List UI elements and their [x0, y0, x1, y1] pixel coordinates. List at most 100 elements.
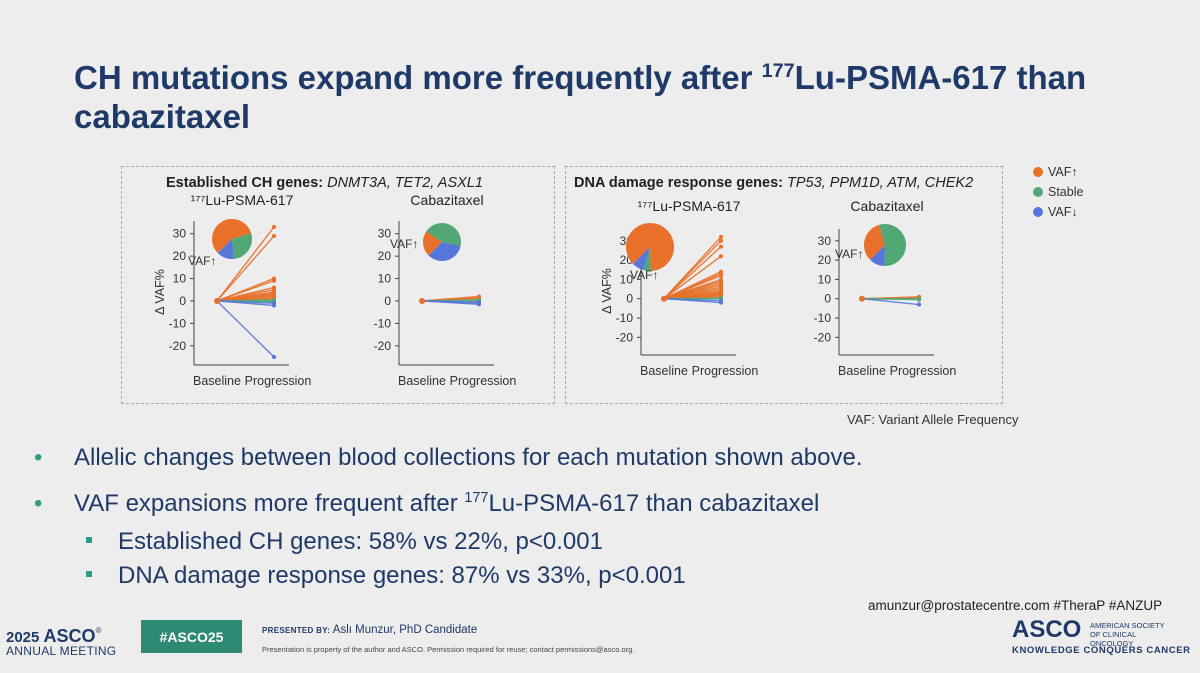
y-tick-label: -10 — [169, 316, 187, 330]
series-point-up — [719, 234, 723, 239]
pie-label: VAF↑ — [390, 237, 418, 251]
series-line-up — [663, 255, 722, 300]
pie-slice-vaf-down — [217, 239, 234, 259]
series-line-down — [861, 298, 920, 306]
asco-tagline: KNOWLEDGE CONQUERS CANCER — [1012, 645, 1191, 656]
hashtag-badge: #ASCO25 — [141, 620, 242, 653]
y-tick-label: 20 — [818, 253, 832, 267]
pie-slice-stable — [879, 224, 906, 266]
series-line-up — [216, 235, 275, 302]
pie-slice-vaf-down — [870, 245, 885, 266]
x-tick-label: Progression — [890, 364, 957, 378]
y-tick-label: -20 — [169, 339, 187, 353]
bullet-dot-icon: • — [34, 490, 43, 517]
series-line-down — [663, 298, 722, 304]
pie-label: VAF↑ — [188, 254, 216, 268]
y-tick-label: -20 — [374, 339, 392, 353]
legend-marker — [1033, 167, 1043, 177]
slide-title: CH mutations expand more frequently afte… — [74, 59, 1087, 135]
asco-society-name: AMERICAN SOCIETY OF CLINICAL ONCOLOGY — [1090, 621, 1165, 648]
y-tick-label: 20 — [173, 249, 187, 263]
chart-title: ¹⁷⁷Lu-PSMA-617 — [191, 192, 294, 208]
chart-title: ¹⁷⁷Lu-PSMA-617 — [638, 198, 741, 214]
series-point-up — [719, 273, 723, 278]
pie-slice-stable — [426, 223, 461, 247]
x-tick-label: Baseline — [640, 364, 688, 378]
panel-dna-damage-response-genes: DNA damage response genes: TP53, PPM1D, … — [565, 166, 1003, 404]
presenter-info: PRESENTED BY: Aslı Munzur, PhD Candidate — [262, 624, 478, 636]
pie-slice-stable — [643, 247, 651, 271]
chart-title: Cabazitaxel — [410, 192, 483, 208]
series-line-up — [216, 226, 275, 302]
y-tick-label: 20 — [378, 249, 392, 263]
pie-label: VAF↑ — [630, 268, 658, 282]
series-point-down — [272, 303, 276, 308]
legend-label: VAF↑ — [1048, 165, 1078, 179]
pie-slice-vaf-up — [626, 223, 674, 271]
series-line-down — [216, 300, 275, 307]
y-tick-label: 30 — [378, 227, 392, 241]
chart-ch-genes: ¹⁷⁷Lu-PSMA-617 30 20 10 0 -10 -20 Baseline Progr… — [153, 192, 516, 388]
series-line-up — [663, 246, 722, 300]
series-line-down — [421, 300, 480, 306]
y-tick-label: 0 — [179, 294, 186, 308]
baseline-point — [214, 297, 220, 304]
asco-annual-meeting-text: ANNUAL MEETING — [6, 644, 117, 658]
y-tick-label: -10 — [616, 311, 634, 325]
series-line-down — [216, 300, 275, 358]
y-tick-label: -10 — [814, 311, 832, 325]
y-tick-label: 10 — [378, 272, 392, 286]
y-tick-label: 10 — [818, 272, 832, 286]
series-point-down — [272, 355, 276, 359]
chart-ddr-genes: ¹⁷⁷Lu-PSMA-617 30 20 10 0 -10 -20 Baseline Progr… — [600, 198, 957, 378]
vaf-footnote: VAF: Variant Allele Frequency — [847, 412, 1019, 427]
baseline-point — [419, 297, 425, 304]
legend-label: Stable — [1048, 185, 1083, 199]
series-point-up — [272, 233, 276, 238]
panel-title-ddr: DNA damage response genes: TP53, PPM1D, … — [574, 175, 974, 191]
series-point-down — [917, 302, 921, 307]
y-tick-label: 0 — [626, 292, 633, 306]
y-tick-label: 0 — [824, 292, 831, 306]
y-tick-label: 30 — [173, 227, 187, 241]
y-axis-label: Δ VAF% — [600, 268, 614, 314]
series-point-up — [272, 278, 276, 283]
y-tick-label: 10 — [173, 272, 187, 286]
legend-marker — [1033, 187, 1043, 197]
y-tick-label: -10 — [374, 316, 392, 330]
series-point-down — [477, 302, 481, 307]
disclaimer: Presentation is property of the author a… — [262, 645, 635, 654]
y-tick-label: 0 — [384, 294, 391, 308]
y-tick-label: -20 — [616, 330, 634, 344]
pie-slice-vaf-down — [428, 242, 461, 261]
pie-label: VAF↑ — [835, 247, 863, 261]
asco-logo: ASCO — [1012, 616, 1082, 643]
series-line-up — [216, 280, 275, 302]
y-tick-label: 30 — [818, 234, 832, 248]
baseline-point — [859, 295, 865, 302]
y-axis-label: Δ VAF% — [153, 269, 167, 315]
x-tick-label: Progression — [692, 364, 759, 378]
y-tick-label: -20 — [814, 330, 832, 344]
chart-title: Cabazitaxel — [850, 198, 923, 214]
series-point-stable — [917, 297, 921, 302]
panel-established-ch-genes: Established CH genes: DNMT3A, TET2, ASXL… — [121, 166, 555, 404]
series-point-up — [719, 254, 723, 259]
series-point-up — [272, 225, 276, 229]
pie-slice-vaf-down — [633, 247, 650, 271]
pie-slice-vaf-up — [212, 219, 252, 254]
legend-label: VAF↓ — [1048, 205, 1078, 219]
x-tick-label: Baseline — [398, 374, 446, 388]
pie-slice-vaf-up — [423, 231, 442, 256]
contact-email: amunzur@prostatecentre.com #TheraP #ANZU… — [868, 598, 1163, 613]
series-point-up — [719, 244, 723, 249]
x-tick-label: Baseline — [838, 364, 886, 378]
series-point-down — [719, 300, 723, 305]
x-tick-label: Progression — [245, 374, 312, 388]
chart-legend: VAF↑ Stable VAF↓ — [1033, 165, 1083, 219]
x-tick-label: Baseline — [193, 374, 241, 388]
sub-bullet-square-icon — [86, 537, 92, 543]
sub-bullet-square-icon — [86, 571, 92, 577]
asco-annual-meeting-logo: 2025 ASCO® — [6, 626, 102, 646]
